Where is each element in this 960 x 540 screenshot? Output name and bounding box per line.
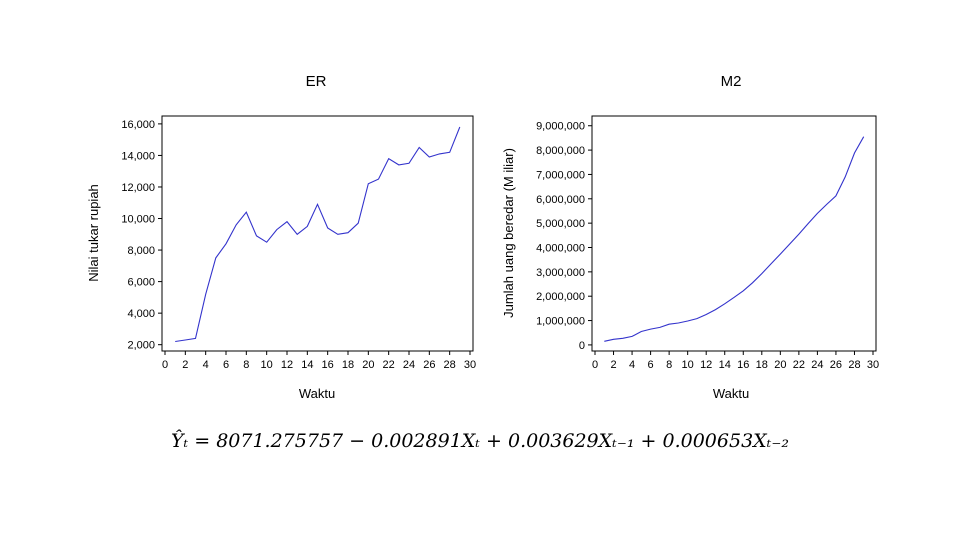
- er-x-tick-label: 26: [423, 359, 435, 371]
- m2-x-tick-label: 14: [719, 359, 731, 371]
- er-y-tick-label: 14,000: [121, 150, 155, 162]
- m2-y-tick-label: 3,000,000: [536, 267, 585, 279]
- er-chart: ER 2,000 4,000 6,000 8,000 10,000 12,000 14,00…: [86, 73, 476, 401]
- er-y-tick-label: 12,000: [121, 182, 155, 194]
- m2-y-tick-label: 1,000,000: [536, 316, 585, 328]
- m2-x-tick-label: 30: [867, 359, 879, 371]
- er-x-tick-label: 18: [342, 359, 354, 371]
- er-x-tick-label: 12: [281, 359, 293, 371]
- er-y-axis-label: Nilai tukar rupiah: [86, 184, 101, 282]
- m2-x-tick-label: 8: [666, 359, 672, 371]
- m2-y-tick-label: 8,000,000: [536, 145, 585, 157]
- er-series-line: [175, 126, 461, 343]
- er-plot-frame: [161, 115, 474, 352]
- m2-series-line: [604, 136, 865, 342]
- m2-y-tick-label: 2,000,000: [536, 291, 585, 303]
- er-x-axis: 0 2 4 6 8 10 12 14 16 18 20 22 24 26 28 30: [162, 351, 476, 371]
- er-y-tick-label: 16,000: [121, 119, 155, 131]
- regression-equation: Ŷₜ = 8071.275757 − 0.002891Xₜ + 0.003629…: [170, 430, 790, 452]
- er-x-tick-label: 16: [322, 359, 334, 371]
- m2-x-tick-label: 16: [737, 359, 749, 371]
- er-x-tick-label: 20: [362, 359, 374, 371]
- m2-y-axis-label: Jumlah uang beredar (M iliar): [501, 148, 516, 318]
- m2-x-tick-label: 22: [793, 359, 805, 371]
- er-x-tick-label: 4: [203, 359, 209, 371]
- er-y-tick-label: 10,000: [121, 214, 155, 226]
- m2-y-tick-label: 6,000,000: [536, 194, 585, 206]
- m2-x-tick-label: 4: [629, 359, 635, 371]
- m2-x-axis-label: Waktu: [713, 386, 749, 401]
- m2-x-tick-label: 28: [848, 359, 860, 371]
- er-y-tick-label: 6,000: [127, 277, 155, 289]
- er-x-axis-label: Waktu: [299, 386, 335, 401]
- m2-y-tick-label: 9,000,000: [536, 121, 585, 133]
- m2-x-tick-label: 0: [592, 359, 598, 371]
- er-y-tick-label: 4,000: [127, 308, 155, 320]
- er-x-tick-label: 28: [444, 359, 456, 371]
- m2-x-tick-label: 20: [774, 359, 786, 371]
- m2-x-tick-label: 18: [756, 359, 768, 371]
- m2-x-tick-label: 6: [648, 359, 654, 371]
- er-x-tick-label: 2: [182, 359, 188, 371]
- m2-y-tick-label: 0: [579, 340, 585, 352]
- m2-chart: M2 0 1,000,000 2,000,000 3,000,000 4,000,000…: [501, 73, 879, 401]
- er-x-tick-label: 8: [243, 359, 249, 371]
- m2-x-tick-label: 24: [811, 359, 823, 371]
- er-chart-title: ER: [306, 73, 327, 90]
- m2-x-tick-label: 26: [830, 359, 842, 371]
- er-y-tick-label: 8,000: [127, 245, 155, 257]
- er-x-tick-label: 0: [162, 359, 168, 371]
- m2-plot-frame: [591, 115, 877, 352]
- m2-chart-title: M2: [721, 73, 742, 90]
- er-x-tick-label: 22: [383, 359, 395, 371]
- m2-y-axis: 0 1,000,000 2,000,000 3,000,000 4,000,000 5,0…: [536, 121, 592, 352]
- m2-y-tick-label: 5,000,000: [536, 218, 585, 230]
- er-x-tick-label: 24: [403, 359, 415, 371]
- m2-x-axis: 0 2 4 6 8 10 12 14 16 18 20 22 24 26 28 30: [592, 351, 879, 371]
- er-x-tick-label: 6: [223, 359, 229, 371]
- m2-x-tick-label: 2: [610, 359, 616, 371]
- m2-x-tick-label: 10: [682, 359, 694, 371]
- er-x-tick-label: 10: [261, 359, 273, 371]
- m2-y-tick-label: 7,000,000: [536, 169, 585, 181]
- er-x-tick-label: 30: [464, 359, 476, 371]
- er-y-axis: 2,000 4,000 6,000 8,000 10,000 12,000 14,000 16…: [121, 119, 162, 352]
- m2-x-tick-label: 12: [700, 359, 712, 371]
- er-x-tick-label: 14: [301, 359, 313, 371]
- er-y-tick-label: 2,000: [127, 340, 155, 352]
- m2-y-tick-label: 4,000,000: [536, 243, 585, 255]
